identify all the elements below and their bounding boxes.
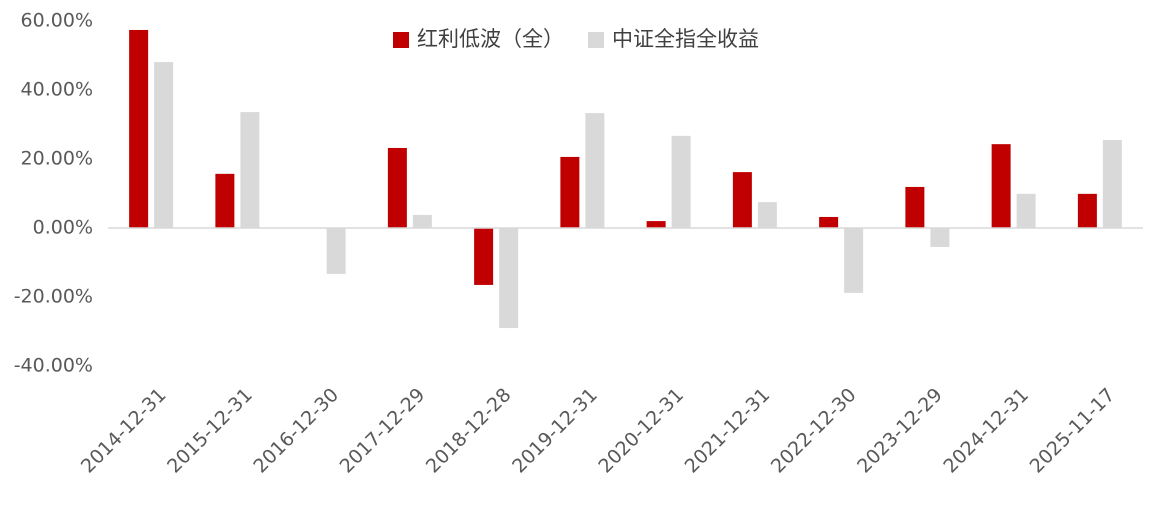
y-tick-label: 40.00% <box>21 79 93 101</box>
bar <box>129 29 149 228</box>
bar <box>732 172 752 228</box>
bar <box>412 214 432 228</box>
y-tick-label: 20.00% <box>21 148 93 170</box>
legend-label: 中证全指全收益 <box>612 27 759 51</box>
y-tick-label: -20.00% <box>14 286 93 308</box>
bar <box>1102 140 1122 228</box>
x-tick-label: 2014-12-31 <box>77 384 171 478</box>
x-tick-label: 2020-12-31 <box>594 384 688 478</box>
x-tick-label: 2022-12-30 <box>767 384 861 478</box>
bar <box>154 62 174 229</box>
bar <box>387 147 407 228</box>
y-tick-label: 0.00% <box>33 217 93 239</box>
bar <box>1016 193 1036 228</box>
legend-label: 红利低波（全） <box>417 27 564 51</box>
x-tick-label: 2019-12-31 <box>508 384 602 478</box>
x-tick-label: 2021-12-31 <box>681 384 775 478</box>
y-tick-label: -40.00% <box>14 355 93 377</box>
x-tick-label: 2017-12-29 <box>336 384 430 478</box>
x-tick-label: 2024-12-31 <box>939 384 1033 478</box>
x-tick-label: 2023-12-29 <box>853 384 947 478</box>
x-tick-label: 2015-12-31 <box>163 384 257 478</box>
bar <box>560 156 580 228</box>
legend-swatch <box>588 32 604 48</box>
bar <box>757 202 777 228</box>
bar <box>991 144 1011 228</box>
legend-swatch <box>393 32 409 48</box>
x-tick-label: 2016-12-30 <box>249 384 343 478</box>
bar <box>905 186 925 228</box>
bar <box>240 112 260 228</box>
bar <box>499 228 519 329</box>
bar <box>585 113 605 228</box>
bar <box>646 221 666 228</box>
x-tick-label: 2018-12-28 <box>422 384 516 478</box>
bar <box>474 228 494 285</box>
bar <box>1077 193 1097 228</box>
x-tick-label: 2025-11-17 <box>1026 384 1120 478</box>
bar <box>930 228 950 247</box>
bar <box>326 228 346 274</box>
bar <box>819 216 839 228</box>
bar <box>215 173 235 228</box>
y-tick-label: 60.00% <box>21 10 93 32</box>
bar <box>671 135 691 228</box>
bar <box>844 228 864 293</box>
